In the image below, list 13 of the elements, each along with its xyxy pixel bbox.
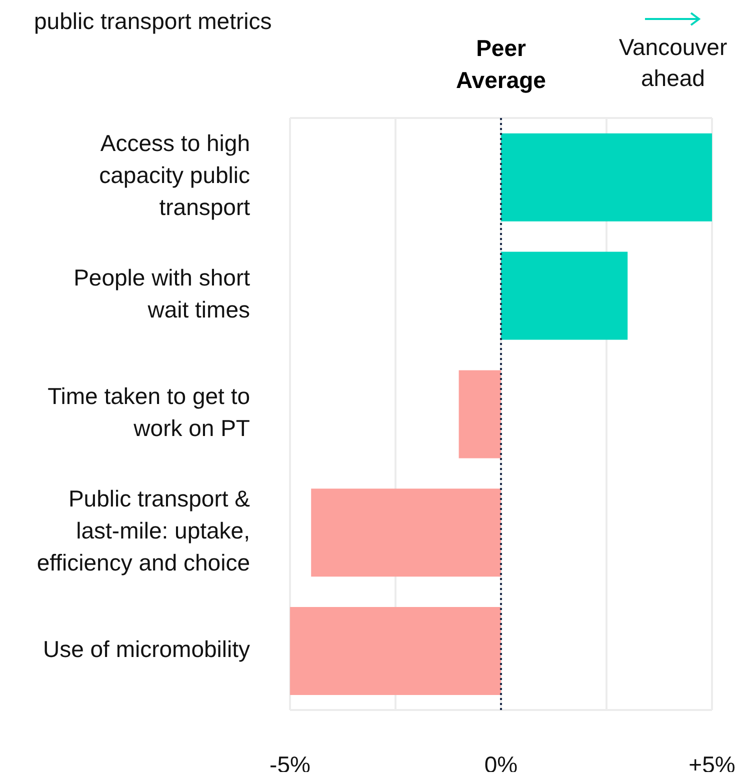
bar xyxy=(501,252,628,340)
bar xyxy=(458,370,501,458)
y-tick-label: Public transport & last-mile: uptake, efficiency and choice xyxy=(36,485,250,576)
y-tick-label: Use of micromobility xyxy=(42,636,250,662)
bar xyxy=(290,606,501,695)
bar xyxy=(311,488,501,577)
y-tick-label: Time taken to get to work on PT xyxy=(48,383,250,442)
bar xyxy=(501,133,712,222)
chart-title: public transport metrics xyxy=(34,8,272,35)
ref-line-label: Peer Average xyxy=(456,35,546,93)
text: Vancouver ahead xyxy=(618,33,728,93)
y-tick-label: Access to high capacity public transport xyxy=(99,130,251,220)
y-tick-label: People with short wait times xyxy=(74,264,251,323)
